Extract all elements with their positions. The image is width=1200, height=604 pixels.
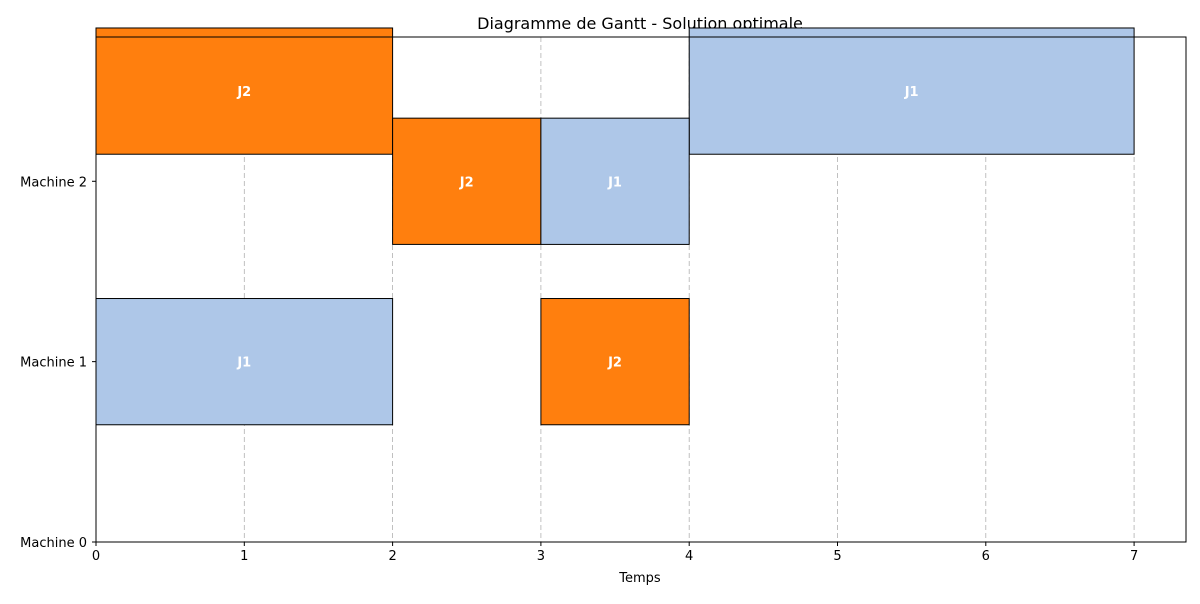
plot-area-frame [95,36,1187,543]
task-bar-label: J1 [904,85,919,100]
task-bars: J2 J1 J2 J1 J1 J2 [95,27,1135,426]
task-bar-label: J2 [607,356,622,371]
task-bar-label: J2 [459,175,474,190]
task-bar-label: J2 [236,85,251,100]
x-axis: 0 1 2 3 4 5 6 7 [92,542,1138,564]
task-bar-j1 [540,117,690,245]
x-tick-label: 0 [92,549,100,564]
x-axis-label: Temps [618,571,661,586]
x-tick-label: 7 [1130,549,1138,564]
y-tick-label: Machine 2 [20,175,87,190]
task-bar-j2 [95,27,394,155]
task-bar-j1 [688,27,1135,155]
x-tick-label: 4 [685,549,693,564]
task-bar-label: J1 [236,356,251,371]
y-tick-label: Machine 1 [20,356,87,371]
y-axis: Machine 0 Machine 1 Machine 2 [20,175,96,551]
x-tick-label: 1 [240,549,248,564]
task-bar-j2 [540,298,690,426]
x-tick-label: 5 [833,549,841,564]
task-bar-j1 [95,298,394,426]
x-tick-label: 3 [537,549,545,564]
x-tick-label: 6 [982,549,990,564]
y-tick-label: Machine 0 [20,536,87,551]
task-bar-label: J1 [607,175,622,190]
x-tick-label: 2 [388,549,396,564]
